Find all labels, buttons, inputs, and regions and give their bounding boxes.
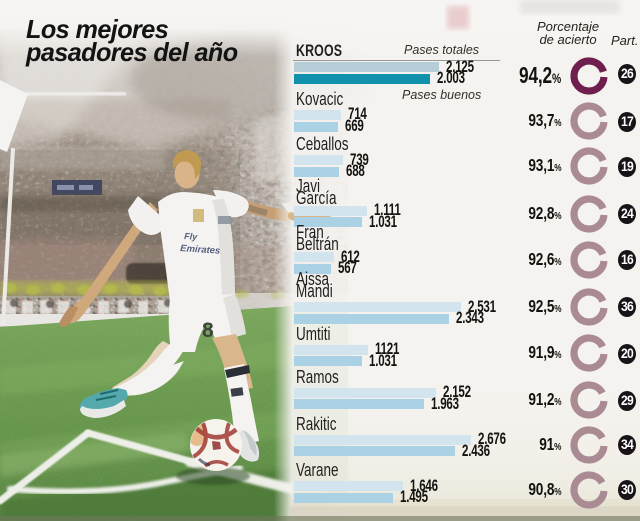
svg-text:Emirates: Emirates (180, 243, 221, 257)
svg-text:Fly: Fly (184, 231, 199, 242)
svg-text:8: 8 (202, 319, 214, 342)
